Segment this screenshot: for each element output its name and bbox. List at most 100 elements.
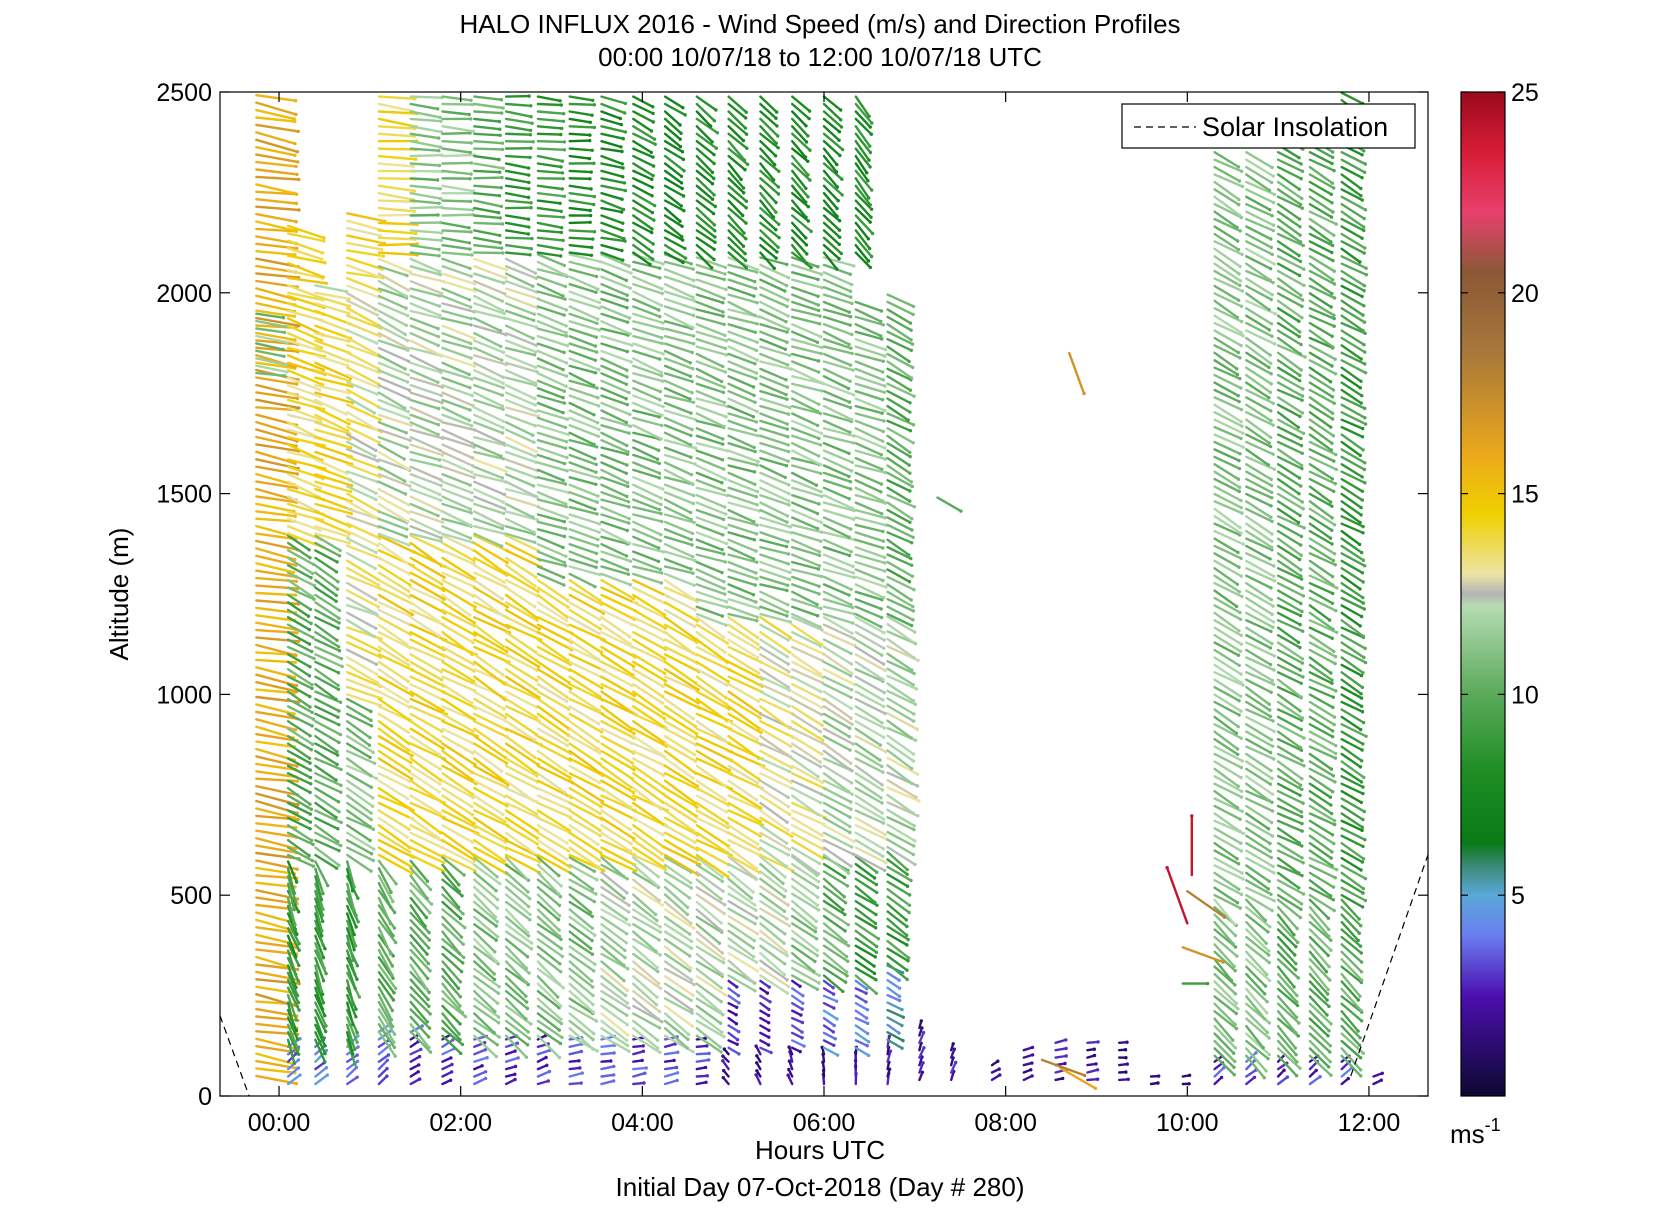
wind-vector xyxy=(255,673,298,687)
wind-vector xyxy=(504,571,540,593)
wind-vector-head xyxy=(592,899,596,904)
wind-vector-head xyxy=(392,910,397,915)
wind-vector xyxy=(441,727,475,745)
wind-vector-head xyxy=(560,126,564,131)
wind-vector-head xyxy=(556,995,560,999)
wind-vector-head xyxy=(390,1024,395,1029)
wind-vector-head xyxy=(598,762,602,766)
wind-vector xyxy=(409,1015,430,1039)
wind-vector xyxy=(473,878,499,901)
wind-vector-head xyxy=(625,443,629,448)
wind-vector xyxy=(286,465,325,480)
wind-vector xyxy=(632,1066,648,1071)
wind-vector xyxy=(600,1073,615,1078)
wind-vector-head xyxy=(546,1079,550,1083)
wind-vector xyxy=(504,102,532,108)
wind-vector xyxy=(473,638,509,657)
wind-vector xyxy=(504,361,539,373)
wind-vector-head xyxy=(524,1000,529,1004)
wind-vector-head xyxy=(689,262,693,266)
wind-vector-head xyxy=(818,801,823,805)
wind-vector-head xyxy=(531,140,535,144)
wind-vector xyxy=(536,102,563,107)
wind-vector-head xyxy=(500,613,504,617)
wind-vector xyxy=(409,184,442,191)
wind-vector-head xyxy=(368,838,372,843)
wind-vector-head xyxy=(816,409,820,414)
wind-vector xyxy=(441,593,472,617)
wind-vector-head xyxy=(528,918,532,922)
wind-vector-head xyxy=(438,115,442,120)
wind-vector xyxy=(536,364,568,378)
wind-vector xyxy=(504,675,540,699)
wind-vector xyxy=(377,645,411,667)
wind-vector-head xyxy=(785,304,789,309)
wind-vector-head xyxy=(772,178,776,182)
wind-vector xyxy=(504,645,540,668)
wind-vector-head xyxy=(626,1033,630,1037)
wind-vector-head xyxy=(405,642,409,647)
wind-vector xyxy=(441,376,472,389)
wind-vector xyxy=(504,458,539,472)
wind-vector-head xyxy=(845,970,849,974)
wind-vector-head xyxy=(295,246,299,251)
wind-vector-head xyxy=(787,847,792,852)
wind-vector xyxy=(255,733,299,742)
wind-vector-head xyxy=(532,440,536,444)
wind-vector-head xyxy=(412,209,417,213)
wind-vector-head xyxy=(755,490,760,494)
wind-vector-head xyxy=(850,722,854,726)
wind-vector-head xyxy=(410,871,414,875)
wind-vector-head xyxy=(851,742,855,746)
wind-vector xyxy=(568,645,602,663)
wind-vector xyxy=(441,571,476,588)
wind-vector xyxy=(504,779,535,803)
wind-vector xyxy=(377,749,411,773)
wind-vector xyxy=(441,549,476,566)
wind-vector-head xyxy=(767,1007,771,1012)
wind-vector xyxy=(409,593,447,615)
wind-vector xyxy=(286,638,313,653)
wind-vector xyxy=(314,1038,327,1064)
wind-vector-head xyxy=(402,457,406,461)
wind-vector xyxy=(536,476,567,486)
wind-vector xyxy=(377,541,408,564)
wind-vector xyxy=(377,534,416,554)
wind-vector-head xyxy=(754,532,759,536)
wind-vector-head xyxy=(501,407,505,411)
wind-vector-head xyxy=(505,649,509,654)
wind-vector xyxy=(441,332,472,345)
wind-vector xyxy=(441,690,477,710)
wind-vector xyxy=(314,712,341,726)
wind-vector-head xyxy=(847,451,851,456)
wind-vector-head xyxy=(408,484,412,488)
wind-vector-head xyxy=(692,400,696,404)
wind-vector xyxy=(473,214,502,220)
wind-vector xyxy=(255,212,298,223)
wind-vector-head xyxy=(625,891,629,895)
wind-vector-head xyxy=(722,957,726,961)
wind-vector-head xyxy=(693,446,698,450)
wind-vector-head xyxy=(786,435,790,439)
wind-vector xyxy=(255,354,297,369)
wind-vector-head xyxy=(590,914,594,919)
wind-vector-head xyxy=(721,1054,725,1058)
wind-vector-head xyxy=(410,612,414,617)
wind-vector xyxy=(377,1067,389,1078)
wind-vector xyxy=(441,161,473,165)
wind-vector-head xyxy=(564,504,568,509)
wind-vector-head xyxy=(469,274,473,278)
wind-vector-head xyxy=(625,528,629,533)
wind-vector-head xyxy=(719,999,723,1004)
wind-vector-head xyxy=(374,497,378,502)
wind-vector-head xyxy=(658,1050,662,1055)
wind-vector-head xyxy=(310,724,314,728)
wind-vector-head xyxy=(562,148,567,152)
wind-vector xyxy=(536,668,572,690)
wind-vector xyxy=(536,453,566,465)
wind-vector-head xyxy=(752,393,756,398)
wind-vector xyxy=(473,147,504,151)
wind-vector-head xyxy=(612,1051,616,1055)
wind-vector xyxy=(568,1050,583,1056)
wind-vector xyxy=(255,710,299,720)
